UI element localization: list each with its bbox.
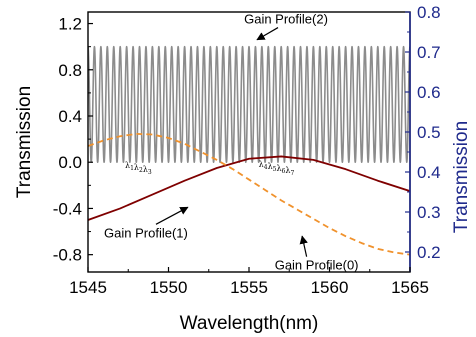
y-axis-right-title: Transmission <box>451 121 472 233</box>
y-right-tick-label: 0.5 <box>417 123 441 142</box>
x-axis-title: Wavelength(nm) <box>180 313 319 334</box>
lambda-subscript: 4 <box>264 164 268 171</box>
wavelength-marker-group: λ1λ2λ3 <box>125 161 152 176</box>
lambda-subscript: 7 <box>290 170 294 177</box>
y-right-tick-label: 0.3 <box>417 203 441 222</box>
lambda-subscript: 6 <box>282 168 286 175</box>
y-axis-left-title: Transmission <box>14 86 35 198</box>
lambda-symbol: λ <box>276 164 281 173</box>
lambda-symbol: λ <box>125 161 130 170</box>
x-tick-label: 1545 <box>69 278 107 297</box>
lambda-subscript: 5 <box>273 166 277 173</box>
lambda-symbol: λ <box>143 165 148 174</box>
y-left-tick-label: 0.0 <box>58 153 82 172</box>
y-right-tick-label: 0.7 <box>417 43 441 62</box>
lambda-subscript: 1 <box>130 165 134 172</box>
y-left-tick-label: -0.8 <box>53 246 82 265</box>
y-left-tick-label: 1.2 <box>58 15 82 34</box>
y-right-tick-label: 0.8 <box>417 3 441 22</box>
annotation-label: Gain Profile(2) <box>244 12 328 27</box>
y-axis-left: -0.8 -0.4 0.0 0.4 0.8 1.2 <box>53 15 93 265</box>
y-axis-right: 0.2 0.3 0.4 0.5 0.6 0.7 0.8 <box>405 3 441 262</box>
y-right-tick-label: 0.2 <box>417 243 441 262</box>
annotations: Gain Profile(2) Gain Profile(1) Gain Profi… <box>104 12 358 273</box>
annotation-label: Gain Profile(1) <box>104 225 188 240</box>
x-axis: 1545 1550 1555 1560 1565 <box>69 267 429 297</box>
series-line-2 <box>88 155 410 221</box>
lambda-symbol: λ <box>268 162 273 171</box>
lambda-subscript: 2 <box>139 167 143 174</box>
y-right-tick-label: 0.4 <box>417 163 441 182</box>
x-tick-label: 1555 <box>230 278 268 297</box>
y-left-tick-label: -0.4 <box>53 199 82 218</box>
x-tick-label: 1550 <box>150 278 188 297</box>
lambda-symbol: λ <box>134 163 139 172</box>
annotation-arrow <box>299 235 308 257</box>
x-tick-label: 1560 <box>311 278 349 297</box>
annotation-label: Gain Profile(0) <box>275 258 359 273</box>
x-tick-label: 1565 <box>391 278 429 297</box>
series-line-1 <box>88 45 410 164</box>
plot-area <box>88 45 410 256</box>
y-right-tick-label: 0.6 <box>417 83 441 102</box>
lambda-symbol: λ <box>259 160 264 169</box>
series-line-3 <box>88 133 410 256</box>
annotation-arrow <box>155 206 189 225</box>
lambda-subscript: 3 <box>148 169 152 176</box>
y-left-tick-label: 0.4 <box>58 107 82 126</box>
y-left-tick-label: 0.8 <box>58 61 82 80</box>
lambda-symbol: λ <box>285 166 290 175</box>
annotation-arrow <box>256 27 279 41</box>
wavelength-marker-group: λ4λ5λ6λ7 <box>259 160 295 177</box>
